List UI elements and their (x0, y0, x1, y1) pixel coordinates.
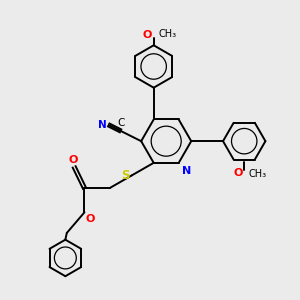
Text: N: N (98, 120, 106, 130)
Text: C: C (118, 118, 125, 128)
Text: CH₃: CH₃ (158, 28, 176, 38)
Text: O: O (143, 30, 152, 40)
Text: N: N (182, 167, 191, 176)
Text: O: O (86, 214, 95, 224)
Text: O: O (68, 154, 77, 165)
Text: CH₃: CH₃ (249, 169, 267, 179)
Text: S: S (122, 169, 130, 182)
Text: O: O (233, 168, 243, 178)
